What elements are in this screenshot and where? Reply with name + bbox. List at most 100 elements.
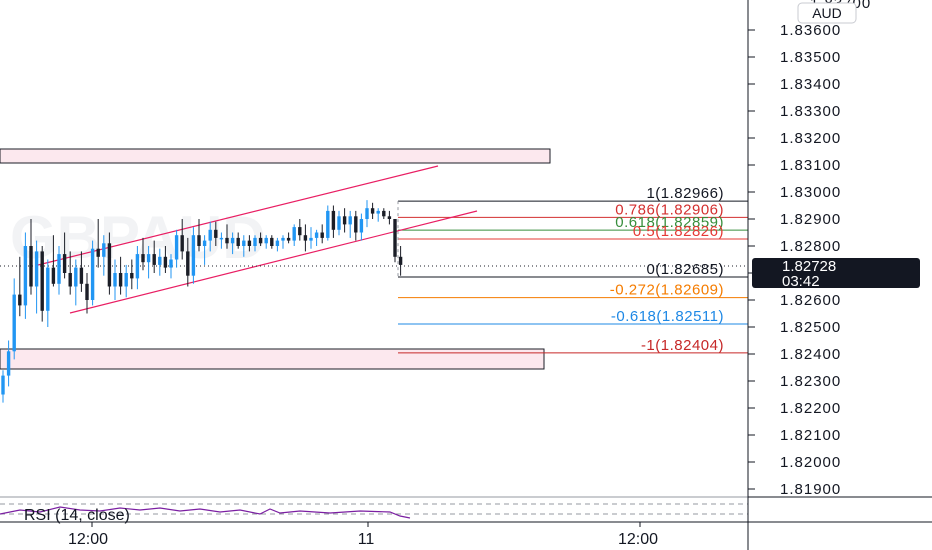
fib-level-label: -0.272(1.82609) bbox=[610, 282, 724, 299]
candle-body bbox=[314, 232, 319, 238]
currency-label: AUD bbox=[812, 5, 842, 21]
rsi-line bbox=[0, 506, 411, 519]
price-scale[interactable]: 1.83600 1.83500 1.83400 1.83300 1.83200 1.831… bbox=[748, 22, 841, 498]
candle-body bbox=[158, 256, 162, 265]
rsi-label[interactable]: RSI (14, close) bbox=[24, 507, 130, 524]
candle-body bbox=[258, 237, 263, 244]
candle-body bbox=[174, 235, 179, 260]
candle-body bbox=[326, 210, 330, 238]
price-tick-label: 1.83500 bbox=[780, 49, 841, 66]
candle-body bbox=[6, 351, 11, 376]
candle-body bbox=[202, 240, 207, 246]
price-tick-label: 1.83300 bbox=[780, 103, 841, 120]
candle-body bbox=[135, 254, 140, 279]
price-tick-label: 1.83400 bbox=[780, 76, 841, 93]
candle-body bbox=[102, 243, 106, 257]
candle-body bbox=[370, 208, 375, 214]
candle-body bbox=[12, 294, 16, 352]
price-tick-label: 1.82300 bbox=[780, 373, 841, 390]
candles bbox=[1, 200, 403, 403]
time-label-2: 11 bbox=[358, 531, 375, 548]
candle-body bbox=[79, 267, 84, 284]
channel-lower-line[interactable] bbox=[69, 210, 478, 314]
price-tick-label: 1.83600 bbox=[780, 22, 841, 39]
candle-body bbox=[186, 251, 190, 276]
price-tick-label: 1.83000 bbox=[780, 184, 841, 201]
candle-body bbox=[320, 232, 324, 238]
candle-body bbox=[337, 216, 341, 230]
time-label-3: 12:00 bbox=[618, 531, 658, 548]
candle-body bbox=[208, 229, 212, 241]
candle-body bbox=[68, 273, 72, 287]
candle-body bbox=[141, 254, 145, 263]
fib-level-label: 0.786(1.82906) bbox=[615, 201, 724, 218]
candle-body bbox=[309, 237, 313, 241]
price-tick-label: 1.82800 bbox=[780, 238, 841, 255]
candle-body bbox=[376, 210, 380, 214]
candle-body bbox=[230, 237, 235, 244]
price-tick-label: 1.82600 bbox=[780, 292, 841, 309]
current-price-tag bbox=[752, 258, 920, 288]
fib-level-label: -0.618(1.82511) bbox=[611, 308, 724, 325]
fib-level-label: -1(1.82404) bbox=[641, 337, 724, 354]
candle-body bbox=[163, 256, 168, 268]
fib-level-label: 0.5(1.82826) bbox=[633, 223, 724, 240]
candle-body bbox=[253, 237, 257, 246]
current-price-countdown: 03:42 bbox=[782, 273, 820, 290]
candle-body bbox=[365, 208, 369, 219]
candle-body bbox=[281, 237, 285, 241]
candle-body bbox=[124, 273, 128, 287]
candle-body bbox=[382, 210, 386, 217]
candle-body bbox=[387, 216, 392, 219]
candle-body bbox=[130, 273, 134, 279]
candle-body bbox=[393, 219, 397, 257]
candle-body bbox=[113, 273, 117, 287]
candle-body bbox=[242, 240, 246, 246]
candle-body bbox=[214, 229, 218, 238]
candle-body bbox=[298, 227, 302, 236]
candle-body bbox=[264, 237, 268, 244]
candle-body bbox=[286, 237, 291, 241]
candle-body bbox=[169, 259, 173, 268]
time-label-1: 12:00 bbox=[68, 531, 108, 548]
fib-level-label: 0.618(1.82859) bbox=[615, 214, 724, 231]
candle-body bbox=[40, 251, 44, 311]
fib-level-label: 1(1.82966) bbox=[646, 185, 724, 202]
candle-body bbox=[152, 254, 156, 265]
currency-box[interactable] bbox=[797, 2, 857, 24]
candle-body bbox=[34, 251, 39, 287]
fib-extension[interactable]: 1(1.82966)0.786(1.82906)0.618(1.82859)0.… bbox=[397, 185, 748, 354]
price-tick-label: 1.82200 bbox=[780, 400, 841, 417]
candle-body bbox=[118, 273, 123, 287]
candle-body bbox=[90, 248, 95, 300]
candle-body bbox=[219, 237, 224, 240]
candle-body bbox=[191, 235, 196, 276]
candle-body bbox=[359, 219, 364, 233]
candle-body bbox=[146, 254, 151, 263]
resistance-zone[interactable] bbox=[0, 148, 551, 164]
candle-body bbox=[247, 240, 252, 246]
candle-body bbox=[1, 375, 5, 395]
candle-body bbox=[51, 267, 56, 284]
candle-body bbox=[236, 237, 240, 246]
price-tick-label: 1.82100 bbox=[780, 427, 841, 444]
candle-body bbox=[18, 294, 22, 306]
candle-body bbox=[225, 237, 229, 244]
price-tick-label: 1.82500 bbox=[780, 319, 841, 336]
candle-body bbox=[270, 237, 274, 246]
candle-body bbox=[107, 243, 112, 287]
candle-body bbox=[342, 216, 347, 225]
price-tick-label: 1.82400 bbox=[780, 346, 841, 363]
candle-body bbox=[398, 256, 403, 265]
candle-body bbox=[354, 216, 358, 233]
candle-body bbox=[331, 210, 336, 230]
price-tick-label: 1.83100 bbox=[780, 157, 841, 174]
candle-body bbox=[197, 235, 201, 246]
price-tick-label: 1.82900 bbox=[780, 211, 841, 228]
fib-level-label: 0(1.82685) bbox=[646, 261, 724, 278]
candle-body bbox=[292, 227, 296, 241]
candle-body bbox=[96, 248, 100, 257]
support-zone[interactable] bbox=[0, 348, 545, 370]
candle-body bbox=[62, 254, 67, 273]
